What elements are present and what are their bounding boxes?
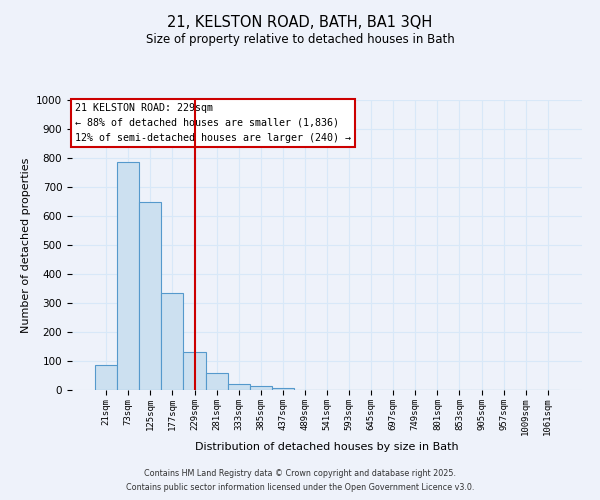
Text: Contains HM Land Registry data © Crown copyright and database right 2025.: Contains HM Land Registry data © Crown c… bbox=[144, 468, 456, 477]
Bar bbox=[184, 352, 206, 390]
Text: 21, KELSTON ROAD, BATH, BA1 3QH: 21, KELSTON ROAD, BATH, BA1 3QH bbox=[167, 15, 433, 30]
Y-axis label: Number of detached properties: Number of detached properties bbox=[20, 158, 31, 332]
Text: Contains public sector information licensed under the Open Government Licence v3: Contains public sector information licen… bbox=[126, 484, 474, 492]
Bar bbox=[95, 366, 117, 390]
Bar bbox=[206, 374, 227, 390]
Bar bbox=[139, 202, 161, 390]
X-axis label: Distribution of detached houses by size in Bath: Distribution of detached houses by size … bbox=[195, 442, 459, 452]
Text: 21 KELSTON ROAD: 229sqm
← 88% of detached houses are smaller (1,836)
12% of semi: 21 KELSTON ROAD: 229sqm ← 88% of detache… bbox=[74, 103, 350, 142]
Bar bbox=[272, 388, 294, 390]
Bar bbox=[250, 386, 272, 390]
Bar bbox=[161, 293, 184, 390]
Bar bbox=[117, 162, 139, 390]
Text: Size of property relative to detached houses in Bath: Size of property relative to detached ho… bbox=[146, 32, 454, 46]
Bar bbox=[227, 384, 250, 390]
